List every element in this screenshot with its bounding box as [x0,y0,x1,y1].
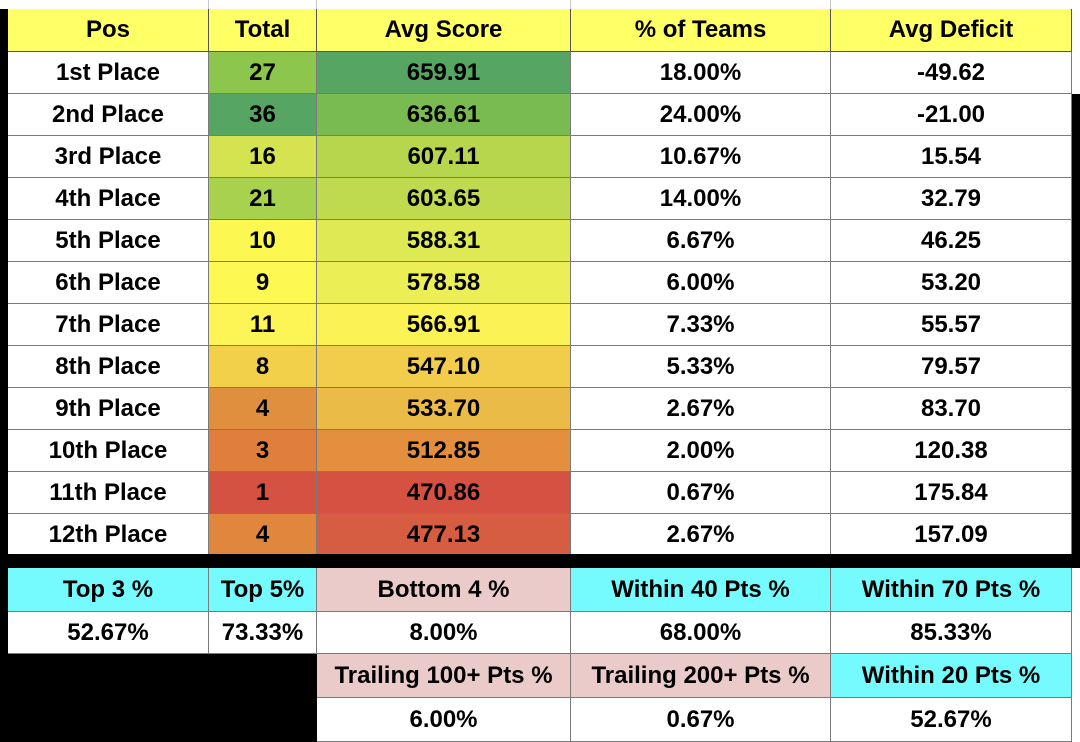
cell-pct-teams[interactable]: 6.00% [571,262,831,304]
cell-avg-score[interactable]: 477.13 [317,514,571,556]
cell-avg-score[interactable]: 533.70 [317,388,571,430]
cell-pct-teams[interactable]: 2.67% [571,388,831,430]
cell-pos[interactable]: 5th Place [8,220,209,262]
cell-total[interactable]: 36 [209,94,317,136]
cell-total[interactable]: 10 [209,220,317,262]
cell-avg-deficit[interactable]: 15.54 [831,136,1072,178]
summary-top3-value[interactable]: 52.67% [8,612,209,654]
cell-avg-deficit[interactable]: 83.70 [831,388,1072,430]
cell-pos[interactable]: 7th Place [8,304,209,346]
header-avg-deficit[interactable]: Avg Deficit [831,9,1072,52]
cell-avg-score[interactable]: 566.91 [317,304,571,346]
cell-total[interactable]: 11 [209,304,317,346]
summary-within70-label[interactable]: Within 70 Pts % [831,568,1072,612]
header-pos[interactable]: Pos [8,9,209,52]
cell-avg-score[interactable]: 588.31 [317,220,571,262]
summary-within40-value[interactable]: 68.00% [571,612,831,654]
cell-total[interactable]: 3 [209,430,317,472]
cell-pct-teams[interactable]: 5.33% [571,346,831,388]
cell-pct-teams[interactable]: 24.00% [571,94,831,136]
cell-pos[interactable]: 6th Place [8,262,209,304]
cell-total[interactable]: 4 [209,514,317,556]
cell-pct-teams[interactable]: 18.00% [571,52,831,94]
summary-top3-label[interactable]: Top 3 % [8,568,209,612]
header-total[interactable]: Total [209,9,317,52]
cell-pos[interactable]: 3rd Place [8,136,209,178]
summary-within20-label[interactable]: Within 20 Pts % [831,654,1072,698]
summary-top5-value[interactable]: 73.33% [209,612,317,654]
summary-trailing100-value[interactable]: 6.00% [317,698,571,742]
cell-total[interactable]: 27 [209,52,317,94]
cell-avg-deficit[interactable]: 32.79 [831,178,1072,220]
table-bottom-border [8,554,1080,568]
cell-avg-deficit[interactable]: 55.57 [831,304,1072,346]
cell-pos[interactable]: 9th Place [8,388,209,430]
cell-pct-teams[interactable]: 2.00% [571,430,831,472]
cell-avg-deficit[interactable]: 46.25 [831,220,1072,262]
header-avg-score[interactable]: Avg Score [317,9,571,52]
cell-pct-teams[interactable]: 10.67% [571,136,831,178]
cell-pos[interactable]: 2nd Place [8,94,209,136]
header-pct-teams[interactable]: % of Teams [571,9,831,52]
cell-total[interactable]: 1 [209,472,317,514]
cell-total[interactable]: 9 [209,262,317,304]
cell-pct-teams[interactable]: 6.67% [571,220,831,262]
cell-avg-deficit[interactable]: 120.38 [831,430,1072,472]
cell-avg-score[interactable]: 470.86 [317,472,571,514]
cell-pos[interactable]: 12th Place [8,514,209,556]
cell-avg-score[interactable]: 512.85 [317,430,571,472]
summary-trailing200-label[interactable]: Trailing 200+ Pts % [571,654,831,698]
cell-pct-teams[interactable]: 7.33% [571,304,831,346]
cell-pos[interactable]: 8th Place [8,346,209,388]
cell-pos[interactable]: 11th Place [8,472,209,514]
summary-top5-label[interactable]: Top 5% [209,568,317,612]
cell-avg-deficit[interactable]: 79.57 [831,346,1072,388]
summary-within40-label[interactable]: Within 40 Pts % [571,568,831,612]
cell-avg-deficit[interactable]: 53.20 [831,262,1072,304]
cell-total[interactable]: 16 [209,136,317,178]
cell-pos[interactable]: 4th Place [8,178,209,220]
cell-avg-deficit[interactable]: 157.09 [831,514,1072,556]
cell-avg-score[interactable]: 547.10 [317,346,571,388]
cell-avg-score[interactable]: 659.91 [317,52,571,94]
cell-avg-score[interactable]: 636.61 [317,94,571,136]
summary-trailing200-value[interactable]: 0.67% [571,698,831,742]
cell-total[interactable]: 4 [209,388,317,430]
cell-avg-score[interactable]: 607.11 [317,136,571,178]
cell-pos[interactable]: 1st Place [8,52,209,94]
summary-bottom4-label[interactable]: Bottom 4 % [317,568,571,612]
cell-avg-deficit[interactable]: -49.62 [831,52,1072,94]
cell-total[interactable]: 21 [209,178,317,220]
table-left-border [0,9,8,742]
table-right-border [1072,94,1080,554]
cell-avg-score[interactable]: 578.58 [317,262,571,304]
cell-pos[interactable]: 10th Place [8,430,209,472]
black-filler-block [8,654,317,742]
summary-within70-value[interactable]: 85.33% [831,612,1072,654]
cell-pct-teams[interactable]: 2.67% [571,514,831,556]
cell-pct-teams[interactable]: 14.00% [571,178,831,220]
cell-avg-score[interactable]: 603.65 [317,178,571,220]
cell-avg-deficit[interactable]: 175.84 [831,472,1072,514]
cell-total[interactable]: 8 [209,346,317,388]
cell-pct-teams[interactable]: 0.67% [571,472,831,514]
summary-within20-value[interactable]: 52.67% [831,698,1072,742]
summary-trailing100-label[interactable]: Trailing 100+ Pts % [317,654,571,698]
cell-avg-deficit[interactable]: -21.00 [831,94,1072,136]
summary-bottom4-value[interactable]: 8.00% [317,612,571,654]
